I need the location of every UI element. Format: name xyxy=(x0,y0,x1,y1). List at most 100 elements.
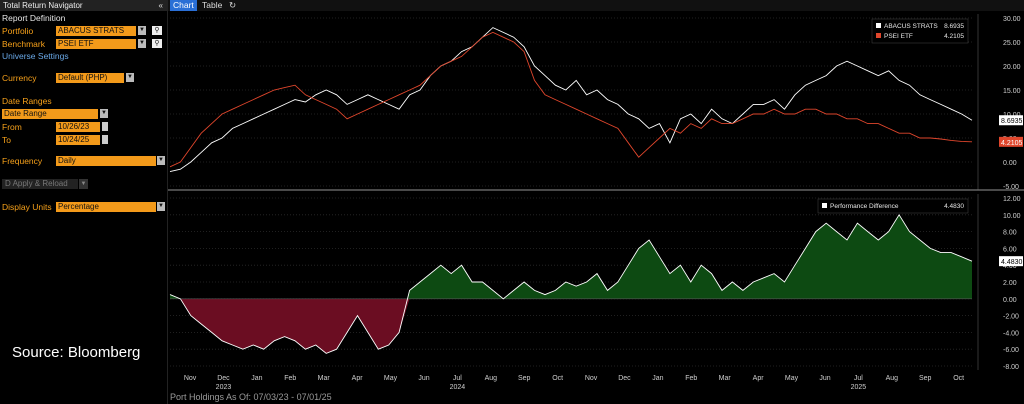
x-tick-label: Jul xyxy=(453,375,462,382)
x-tick-label: May xyxy=(384,375,398,382)
legend xyxy=(817,198,969,214)
y-tick-label: 30.00 xyxy=(1003,16,1021,23)
benchmark-label: Benchmark xyxy=(2,39,45,49)
performance-chart: -5.000.005.0010.0015.0020.0025.0030.008.… xyxy=(168,13,1024,402)
y-tick-label: 4.00 xyxy=(1003,263,1017,270)
legend-name: PSEI ETF xyxy=(884,33,913,40)
y-tick-label: -2.00 xyxy=(1003,314,1019,321)
x-tick-label: Jan xyxy=(652,375,663,382)
x-tick-label: Apr xyxy=(753,375,765,382)
y-tick-label: 10.00 xyxy=(1003,213,1021,220)
to-date-field[interactable]: 10/24/25 xyxy=(56,135,100,145)
legend-value: 4.2105 xyxy=(944,33,964,40)
portfolio-search-icon[interactable]: ⚲ xyxy=(152,26,162,35)
x-tick-label: Mar xyxy=(719,375,732,382)
tab-bar: Chart Table ↻ xyxy=(168,0,1024,11)
date-range-dropdown-icon[interactable]: ▼ xyxy=(100,109,108,118)
x-year-label: 2024 xyxy=(450,384,466,391)
legend-name: Performance Difference xyxy=(830,203,899,210)
window-title: Total Return Navigator xyxy=(3,1,83,10)
x-tick-label: Aug xyxy=(485,375,498,382)
report-sidebar: Total Return Navigator « Report Definiti… xyxy=(0,0,168,404)
legend-swatch xyxy=(876,33,881,38)
y-tick-label: 15.00 xyxy=(1003,88,1021,95)
y-tick-label: 2.00 xyxy=(1003,280,1017,287)
benchmark-field[interactable]: PSEI ETF xyxy=(56,39,136,49)
portfolio-field[interactable]: ABACUS STRATS xyxy=(56,26,136,36)
y-tick-label: -6.00 xyxy=(1003,347,1019,354)
display-units-field[interactable]: Percentage xyxy=(56,202,156,212)
date-range-field[interactable]: Date Range xyxy=(2,109,98,119)
benchmark-dropdown-icon[interactable]: ▼ xyxy=(138,39,146,48)
x-tick-label: Jun xyxy=(819,375,830,382)
frequency-label: Frequency xyxy=(2,156,43,166)
date-ranges-heading: Date Ranges xyxy=(2,96,52,106)
display-units-dropdown-icon[interactable]: ▼ xyxy=(157,202,165,211)
last-value-badge xyxy=(999,136,1023,147)
refresh-icon[interactable]: ↻ xyxy=(229,0,237,10)
report-definition-heading: Report Definition xyxy=(2,13,66,23)
x-year-label: 2023 xyxy=(216,384,232,391)
y-tick-label: 25.00 xyxy=(1003,40,1021,47)
universe-settings-link[interactable]: Universe Settings xyxy=(2,51,69,61)
holdings-footer: Port Holdings As Of: 07/03/23 - 07/01/25 xyxy=(170,392,332,402)
tab-chart[interactable]: Chart xyxy=(170,0,197,11)
tab-table[interactable]: Table xyxy=(202,0,223,10)
x-tick-label: Nov xyxy=(585,375,598,382)
portfolio-dropdown-icon[interactable]: ▼ xyxy=(138,26,146,35)
series-line xyxy=(169,31,973,168)
x-tick-label: Nov xyxy=(184,375,197,382)
last-value-label: 8.6935 xyxy=(1001,118,1023,125)
last-value-badge xyxy=(999,256,1023,267)
double-chevron-left-icon[interactable]: « xyxy=(158,1,163,10)
x-tick-label: Jun xyxy=(418,375,429,382)
y-tick-label: 20.00 xyxy=(1003,64,1021,71)
frequency-dropdown-icon[interactable]: ▼ xyxy=(157,156,165,165)
legend-swatch xyxy=(876,23,881,28)
portfolio-label: Portfolio xyxy=(2,26,34,36)
source-note: Source: Bloomberg xyxy=(12,344,141,361)
x-tick-label: Oct xyxy=(552,375,563,382)
x-tick-label: Dec xyxy=(618,375,631,382)
x-tick-label: Sep xyxy=(919,375,932,382)
display-units-label: Display Units xyxy=(2,202,52,212)
y-tick-label: -8.00 xyxy=(1003,364,1019,371)
x-tick-label: Oct xyxy=(953,375,964,382)
frequency-field[interactable]: Daily xyxy=(56,156,156,166)
x-tick-label: Mar xyxy=(318,375,331,382)
from-date-field[interactable]: 10/26/23 xyxy=(56,122,100,132)
legend-value: 8.6935 xyxy=(944,23,964,30)
y-tick-label: 0.00 xyxy=(1003,297,1017,304)
y-tick-label: 12.00 xyxy=(1003,196,1021,203)
x-tick-label: May xyxy=(785,375,799,382)
x-tick-label: Apr xyxy=(352,375,364,382)
currency-dropdown-icon[interactable]: ▼ xyxy=(126,73,134,82)
apply-reload-label: Apply & Reload xyxy=(12,179,68,188)
x-year-label: 2025 xyxy=(851,384,867,391)
legend-swatch xyxy=(822,203,827,208)
apply-dropdown-icon[interactable]: ▼ xyxy=(79,179,88,189)
y-tick-label: -4.00 xyxy=(1003,330,1019,337)
legend xyxy=(871,18,969,44)
to-calendar-icon[interactable] xyxy=(102,135,108,144)
last-value-label: 4.4830 xyxy=(1001,259,1023,266)
series-line xyxy=(169,27,973,173)
legend-value: 4.4830 xyxy=(944,203,964,210)
legend-name: ABACUS STRATS xyxy=(884,23,938,30)
x-tick-label: Jul xyxy=(854,375,863,382)
from-calendar-icon[interactable] xyxy=(102,122,108,131)
y-tick-label: -5.00 xyxy=(1003,184,1019,191)
currency-field[interactable]: Default (PHP) xyxy=(56,73,124,83)
benchmark-search-icon[interactable]: ⚲ xyxy=(152,39,162,48)
apply-reload-button[interactable]: D Apply & Reload xyxy=(2,179,78,189)
x-tick-label: Jan xyxy=(251,375,262,382)
x-tick-label: Dec xyxy=(217,375,230,382)
currency-label: Currency xyxy=(2,73,37,83)
y-tick-label: 6.00 xyxy=(1003,246,1017,253)
x-tick-label: Feb xyxy=(284,375,296,382)
to-label: To xyxy=(2,135,11,145)
panel-header: Total Return Navigator « xyxy=(0,0,167,11)
series-line xyxy=(169,213,973,354)
x-tick-label: Sep xyxy=(518,375,531,382)
last-value-badge xyxy=(999,115,1023,126)
